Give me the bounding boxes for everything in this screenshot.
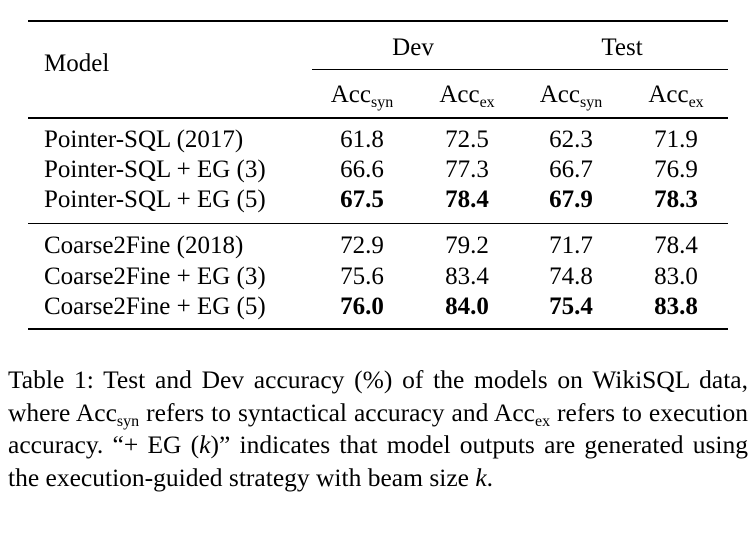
cell-dev-ex: 78.4 [445,186,489,213]
cell-test-ex: 83.0 [654,263,698,290]
row-model: Coarse2Fine + EG (3) [44,263,266,290]
cell-dev-ex: 77.3 [445,156,489,183]
cell-test-ex: 78.3 [654,186,698,213]
header-dev: Dev [392,34,434,61]
cell-test-ex: 78.4 [654,232,698,259]
row-model: Pointer-SQL (2017) [44,126,244,153]
header-test: Test [601,34,643,61]
cell-test-syn: 74.8 [549,263,593,290]
table-caption: Table 1: Test and Dev accuracy (%) of th… [8,365,748,492]
row-model: Coarse2Fine (2018) [44,232,244,259]
header-bottom-rule [28,117,728,119]
cell-test-syn: 66.7 [549,156,593,183]
cell-dev-syn: 61.8 [340,126,384,153]
group-separator-rule [28,223,728,224]
header-test-acc-syn: Accsyn [539,81,603,111]
cell-dev-syn: 67.5 [340,186,384,213]
cell-test-ex: 76.9 [654,156,698,183]
cell-dev-ex: 83.4 [445,263,489,290]
header-column-group-rule [312,69,728,70]
cell-dev-ex: 79.2 [445,232,489,259]
cell-test-syn: 67.9 [549,186,593,213]
cell-test-syn: 75.4 [549,293,593,320]
header-model: Model [44,50,110,77]
row-model: Pointer-SQL + EG (5) [44,186,266,213]
header-dev-acc-syn: Accsyn [330,81,394,111]
table-top-rule [28,20,728,22]
cell-dev-syn: 66.6 [340,156,384,183]
cell-dev-ex: 84.0 [445,293,489,320]
cell-dev-syn: 75.6 [340,263,384,290]
cell-test-syn: 62.3 [549,126,593,153]
cell-dev-syn: 72.9 [340,232,384,259]
cell-dev-syn: 76.0 [340,293,384,320]
row-model: Pointer-SQL + EG (3) [44,156,266,183]
cell-test-syn: 71.7 [549,232,593,259]
cell-test-ex: 83.8 [654,293,698,320]
cell-test-ex: 71.9 [654,126,698,153]
header-test-acc-ex: Accex [648,81,704,111]
table-bottom-rule [28,328,728,330]
header-dev-acc-ex: Accex [439,81,495,111]
row-model: Coarse2Fine + EG (5) [44,293,266,320]
cell-dev-ex: 72.5 [445,126,489,153]
